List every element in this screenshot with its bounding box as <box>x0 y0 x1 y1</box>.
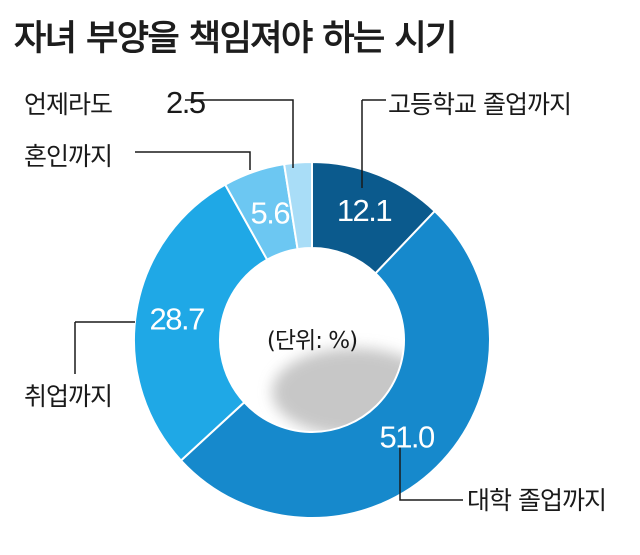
leader-line <box>135 151 251 170</box>
category-label: 취업까지 <box>24 382 112 411</box>
value-label: 2.5 <box>166 85 205 120</box>
unit-note: (단위: %) <box>267 328 357 354</box>
donut-slice <box>179 209 491 519</box>
value-label: 12.1 <box>337 193 392 228</box>
leader-line <box>361 99 386 188</box>
value-label: 51.0 <box>379 419 435 454</box>
donut-slice <box>133 183 269 462</box>
category-label: 고등학교 졸업까지 <box>388 90 571 119</box>
leader-line <box>74 321 135 374</box>
leader-line <box>399 446 463 501</box>
value-label: 5.6 <box>251 195 290 230</box>
chart-title: 자녀 부양을 책임져야 하는 시기 <box>14 19 457 59</box>
leader-line <box>185 99 294 168</box>
category-label: 언제라도 <box>24 90 112 119</box>
category-label: 혼인까지 <box>24 142 112 171</box>
category-label: 대학 졸업까지 <box>467 486 606 515</box>
value-label: 28.7 <box>150 301 205 336</box>
